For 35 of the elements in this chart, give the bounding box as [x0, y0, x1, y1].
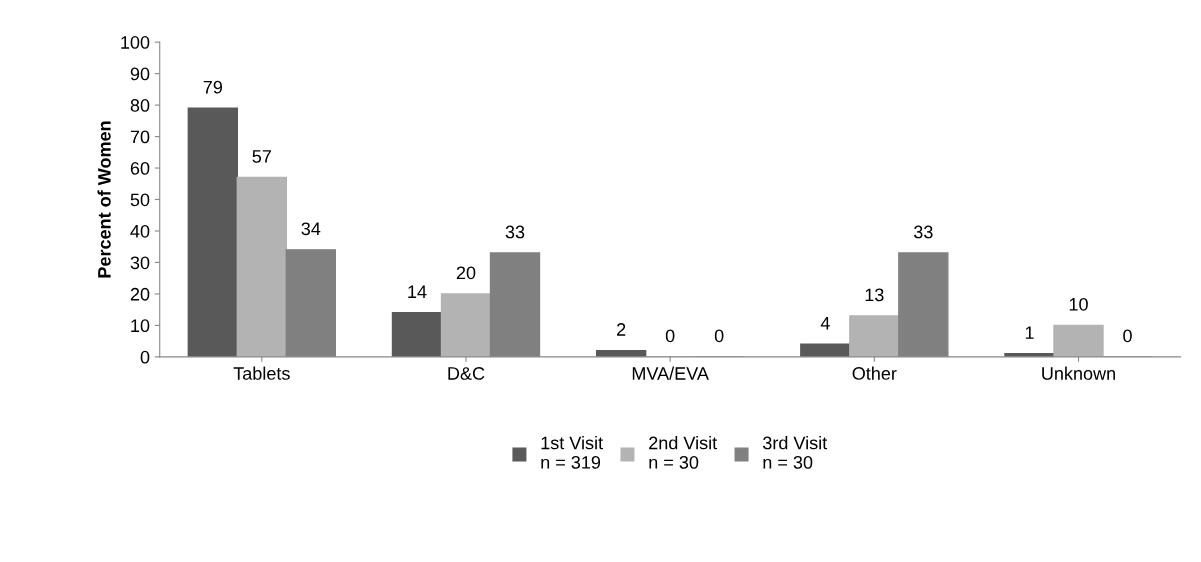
data-label: 20 — [456, 266, 476, 280]
data-label: 33 — [505, 225, 525, 239]
x-tick-label: Tablets — [233, 366, 290, 380]
y-tick-label: 80 — [130, 99, 150, 112]
y-tick-label: 20 — [130, 287, 150, 301]
y-tick-label: 60 — [130, 161, 150, 175]
y-tick-label: 40 — [130, 224, 150, 238]
y-tick-label: 30 — [130, 256, 150, 270]
data-label: 4 — [820, 317, 830, 330]
data-label: 14 — [408, 285, 427, 298]
data-label: 10 — [1069, 297, 1088, 311]
data-label: 0 — [1123, 329, 1132, 343]
y-tick-label: 50 — [130, 193, 150, 207]
x-tick-label: D&C — [448, 367, 485, 380]
data-label: 2 — [617, 323, 626, 336]
data-label: 33 — [913, 225, 933, 239]
x-tick-label: Unknown — [1042, 366, 1115, 380]
legend-label: 1st Visit n = 319 — [541, 436, 603, 469]
data-label: 13 — [865, 288, 884, 302]
data-label: 79 — [203, 80, 222, 94]
y-tick-label: 70 — [130, 130, 150, 144]
data-label: 57 — [252, 150, 271, 163]
y-tick-label: 10 — [131, 319, 150, 333]
y-tick-label: 100 — [121, 36, 150, 49]
data-label: 1 — [1025, 326, 1034, 339]
data-label: 0 — [714, 329, 724, 343]
y-axis-title: Percent of Women — [97, 121, 111, 278]
y-tick-label: 90 — [130, 67, 150, 81]
y-tick-label: 0 — [140, 350, 150, 364]
data-label: 0 — [665, 329, 675, 343]
legend-label: 2nd Visit n = 30 — [649, 436, 718, 469]
legend-label: 3rd Visit n = 30 — [762, 436, 828, 469]
x-tick-label: Other — [852, 366, 897, 380]
data-label: 34 — [301, 222, 321, 236]
x-tick-label: MVA/EVA — [632, 366, 709, 380]
